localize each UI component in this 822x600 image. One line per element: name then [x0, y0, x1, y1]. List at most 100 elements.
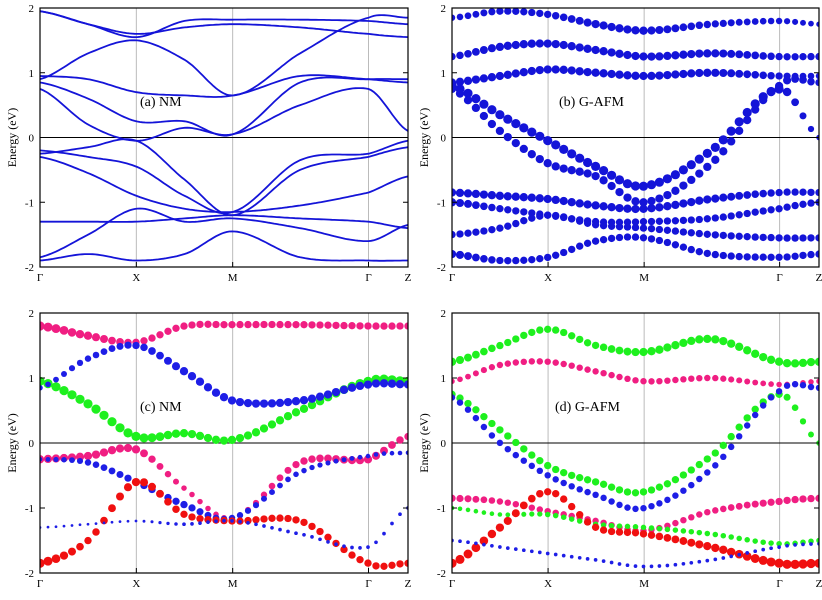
band-point: [711, 20, 719, 28]
band-point: [607, 234, 616, 243]
band-point: [655, 345, 664, 354]
band-point: [473, 508, 479, 514]
y-tick-label: 0: [441, 133, 447, 145]
band-point: [791, 252, 799, 260]
band-point: [791, 98, 799, 107]
band-point: [519, 40, 528, 49]
band-point: [396, 436, 404, 444]
band-point: [380, 562, 388, 570]
band-point: [766, 87, 776, 97]
band-point: [455, 355, 465, 365]
band-point: [791, 495, 799, 504]
band-point: [527, 193, 536, 202]
band-point: [372, 562, 380, 570]
band-point: [196, 320, 204, 329]
band-point: [464, 12, 472, 20]
band-point: [615, 70, 624, 79]
band-point: [324, 533, 332, 541]
band-point: [623, 223, 632, 231]
band-point: [687, 245, 695, 254]
band-point: [624, 375, 631, 383]
y-tick-label: 2: [441, 308, 447, 320]
band-point: [632, 505, 639, 513]
band-point: [488, 203, 496, 212]
band-point: [662, 174, 673, 184]
band-point: [615, 346, 624, 355]
band-point: [511, 40, 520, 50]
band-point: [751, 105, 760, 114]
band-line: [40, 14, 408, 97]
band-point: [227, 396, 237, 405]
band-point: [719, 213, 727, 221]
band-point: [767, 253, 775, 261]
band-point: [768, 381, 774, 387]
band-point: [140, 343, 148, 352]
band-point: [456, 494, 464, 503]
band-point: [166, 521, 170, 526]
band-point: [528, 209, 536, 217]
band-point: [480, 254, 488, 263]
band-point: [648, 525, 655, 531]
band-point: [150, 520, 154, 524]
band-point: [236, 320, 244, 329]
band-point: [536, 326, 544, 334]
band-point: [308, 455, 316, 463]
band-point: [782, 87, 792, 97]
band-point: [86, 522, 90, 526]
band-point: [576, 242, 584, 250]
band-point: [75, 394, 85, 404]
band-point: [583, 157, 593, 168]
band-point: [115, 444, 125, 453]
band-point: [487, 119, 497, 129]
band-point: [576, 511, 584, 519]
band-point: [142, 519, 146, 523]
band-point: [203, 433, 213, 443]
band-point: [527, 127, 537, 137]
band-point: [333, 458, 339, 464]
band-point: [323, 390, 333, 399]
band-point: [728, 534, 734, 540]
y-tick-label: 2: [441, 3, 447, 15]
band-point: [719, 441, 727, 450]
band-point: [751, 70, 760, 79]
band-point: [775, 253, 783, 261]
band-point: [380, 322, 388, 330]
band-point: [751, 349, 760, 358]
band-point: [687, 49, 696, 59]
band-point: [512, 451, 520, 459]
band-point: [99, 410, 109, 420]
band-point: [463, 96, 473, 105]
band-point: [164, 497, 172, 506]
band-point: [389, 450, 395, 456]
band-point: [204, 516, 212, 524]
band-point: [381, 451, 387, 456]
band-point: [703, 249, 711, 258]
band-point: [671, 24, 680, 33]
band-point: [365, 453, 371, 459]
band-point: [243, 398, 253, 408]
band-point: [371, 379, 381, 388]
band-point: [544, 472, 551, 479]
band-point: [687, 22, 696, 31]
band-point: [464, 406, 472, 413]
band-point: [291, 397, 301, 406]
band-point: [808, 20, 814, 27]
band-point: [743, 70, 752, 79]
band-point: [471, 75, 481, 84]
band-point: [777, 545, 781, 549]
y-tick-label: 0: [29, 133, 35, 145]
band-point: [631, 26, 640, 35]
band-point: [268, 482, 276, 490]
band-point: [512, 359, 520, 366]
band-point: [480, 9, 488, 17]
band-point: [671, 227, 680, 235]
band-point: [703, 455, 711, 463]
band-point: [148, 347, 156, 355]
x-tick-label: Γ: [37, 272, 43, 284]
band-point: [180, 322, 188, 330]
band-point: [452, 558, 457, 568]
band-point: [260, 320, 268, 329]
band-point: [544, 511, 551, 518]
band-point: [655, 25, 664, 35]
band-point: [687, 69, 696, 78]
